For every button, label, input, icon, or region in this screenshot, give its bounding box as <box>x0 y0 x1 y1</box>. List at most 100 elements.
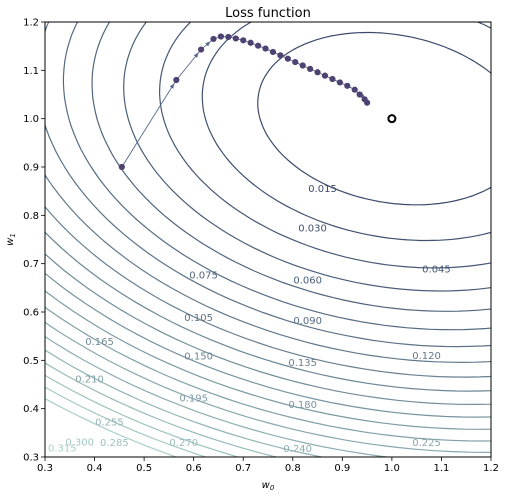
descent-point <box>314 69 321 76</box>
contour-label: 0.150 <box>184 351 213 362</box>
contour-line <box>45 205 491 378</box>
x-axis-label-sub: 0 <box>270 484 275 492</box>
contour-line <box>45 173 491 364</box>
contour-label: 0.015 <box>308 184 337 195</box>
x-tick-label: 1.0 <box>384 463 400 474</box>
x-tick-label: 1.2 <box>483 463 499 474</box>
y-tick-label: 0.3 <box>23 453 39 464</box>
descent-point <box>292 59 299 66</box>
descent-point <box>262 45 269 52</box>
descent-point <box>329 75 336 83</box>
descent-point <box>118 163 125 171</box>
y-tick-label: 1.0 <box>23 114 39 125</box>
descent-step-arrowhead <box>169 83 175 89</box>
contour-level-labels: 0.015 0.030 0.045 0.060 0.075 0.090 0.105 0.120… <box>48 184 451 455</box>
contour-label: 0.135 <box>288 358 317 369</box>
contour-line <box>62 22 491 331</box>
contour-label: 0.165 <box>85 337 114 348</box>
descent-point <box>321 72 329 79</box>
contour-label: 0.255 <box>95 418 124 429</box>
descent-point <box>336 79 343 86</box>
contour-label: 0.045 <box>422 264 451 275</box>
contour-label: 0.210 <box>75 375 104 386</box>
x-axis-label: w0 <box>262 480 275 492</box>
x-tick-label: 0.6 <box>186 463 202 474</box>
x-tick-label: 0.7 <box>235 463 251 474</box>
contour-line <box>45 231 491 392</box>
descent-point <box>351 86 358 93</box>
minimum-marker <box>387 114 397 124</box>
contour-line <box>45 335 393 457</box>
y-axis-label-sub: 1 <box>9 233 17 237</box>
y-tick-label: 0.4 <box>23 404 39 415</box>
x-tick-label: 0.8 <box>285 463 301 474</box>
descent-point <box>364 99 371 106</box>
plot-frame <box>44 21 492 458</box>
contour-line <box>45 362 279 457</box>
gradient-descent-path <box>118 33 371 171</box>
descent-point <box>198 46 205 53</box>
x-tick-label: 1.1 <box>433 463 449 474</box>
descent-point <box>240 37 247 44</box>
y-axis-label: w1 <box>5 233 17 246</box>
contour-line <box>201 22 491 242</box>
descent-step-arrow <box>121 79 177 168</box>
contour-label: 0.075 <box>189 270 218 281</box>
y-axis-label-main: w <box>5 237 16 246</box>
y-tick-label: 0.8 <box>23 211 39 222</box>
descent-point <box>210 35 217 43</box>
chart-title: Loss function <box>225 6 311 21</box>
y-tick-label: 0.5 <box>23 356 39 367</box>
x-axis-ticks: 0.3 0.4 0.5 0.6 0.7 0.8 0.9 1.0 1.1 1.2 <box>37 457 499 474</box>
descent-point <box>225 33 232 41</box>
contour-line <box>123 22 491 292</box>
contour-line <box>45 253 491 406</box>
descent-point <box>254 42 262 49</box>
contour-line <box>91 22 491 312</box>
descent-point <box>173 76 180 84</box>
descent-step-arrowhead <box>205 41 211 47</box>
descent-point <box>284 55 291 62</box>
x-tick-label: 0.3 <box>37 463 53 474</box>
y-tick-label: 1.1 <box>23 66 39 77</box>
contour-label: 0.225 <box>412 438 441 449</box>
contour-line <box>257 31 491 206</box>
contour-line <box>158 22 491 269</box>
descent-point <box>344 82 351 89</box>
contour-label: 0.120 <box>412 351 441 362</box>
y-axis-ticks: 0.3 0.4 0.5 0.6 0.7 0.8 0.9 1.0 1.1 1.2 <box>23 18 45 464</box>
contour-label: 0.315 <box>48 443 77 454</box>
x-tick-label: 0.5 <box>136 463 152 474</box>
descent-point <box>269 48 277 56</box>
descent-point <box>307 65 314 72</box>
contour-label: 0.060 <box>293 276 322 287</box>
y-tick-label: 0.6 <box>23 308 39 319</box>
descent-point <box>277 52 284 59</box>
y-tick-label: 0.7 <box>23 259 39 270</box>
contour-label: 0.240 <box>283 444 312 455</box>
contour-label: 0.180 <box>288 400 317 411</box>
x-axis-label-main: w <box>262 480 271 491</box>
descent-point <box>356 91 363 98</box>
contour-label: 0.270 <box>169 438 198 449</box>
descent-point <box>217 33 225 40</box>
minimum-point <box>387 114 397 124</box>
y-tick-label: 1.2 <box>23 18 39 29</box>
contour-label: 0.195 <box>179 394 208 405</box>
y-tick-label: 0.9 <box>23 163 39 174</box>
contour-label: 0.105 <box>184 313 213 324</box>
contour-label: 0.090 <box>293 316 322 327</box>
descent-step-arrowhead <box>193 52 199 58</box>
descent-point <box>247 39 254 46</box>
descent-point <box>299 62 306 69</box>
contour-label: 0.030 <box>298 223 327 234</box>
contour-label: 0.300 <box>65 438 94 449</box>
contour-label: 0.285 <box>100 438 129 449</box>
x-tick-label: 0.4 <box>87 463 103 474</box>
x-tick-label: 0.9 <box>334 463 350 474</box>
descent-point <box>232 35 239 42</box>
